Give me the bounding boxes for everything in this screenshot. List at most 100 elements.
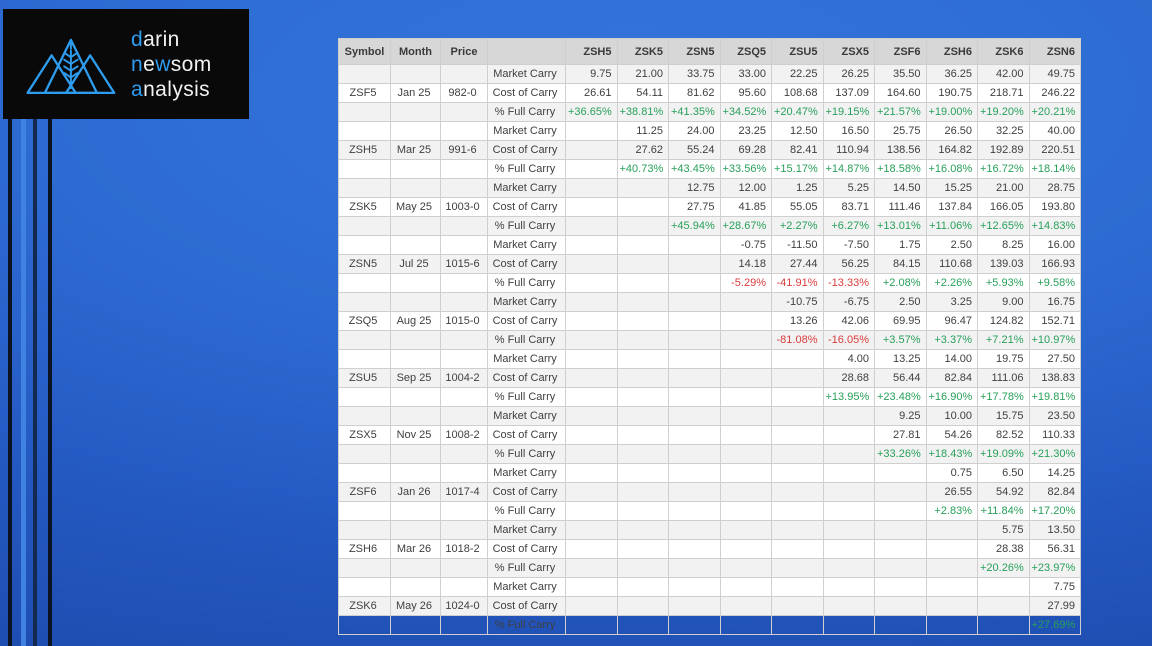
row-type-label: Cost of Carry xyxy=(487,539,566,559)
row-type-label: Market Carry xyxy=(487,577,566,597)
value-cell: 82.52 xyxy=(977,425,1030,445)
value-cell: 1.25 xyxy=(771,178,824,198)
row-type-label: Cost of Carry xyxy=(487,83,566,103)
price-cell xyxy=(440,349,488,369)
row-type-label: % Full Carry xyxy=(487,501,566,521)
value-cell: 16.00 xyxy=(1028,235,1081,255)
value-cell xyxy=(977,596,1030,616)
month-cell: May 25 xyxy=(390,197,441,217)
symbol-cell xyxy=(338,463,391,483)
symbol-cell xyxy=(338,577,391,597)
value-cell: +18.58% xyxy=(874,159,927,179)
value-cell: +23.97% xyxy=(1028,558,1081,578)
row-type-label: % Full Carry xyxy=(487,159,566,179)
value-cell: +16.90% xyxy=(925,387,978,407)
value-cell: 12.00 xyxy=(719,178,772,198)
value-cell xyxy=(874,596,927,616)
value-cell: 32.25 xyxy=(977,121,1030,141)
decorative-line-2 xyxy=(21,112,26,646)
value-cell: 26.55 xyxy=(925,482,978,502)
value-cell xyxy=(565,330,618,350)
month-cell xyxy=(390,292,441,312)
row-type-label: Cost of Carry xyxy=(487,368,566,388)
value-cell: 81.62 xyxy=(668,83,721,103)
value-cell: +41.35% xyxy=(668,102,721,122)
price-cell xyxy=(440,558,488,578)
value-cell: +28.67% xyxy=(719,216,772,236)
value-cell: 110.94 xyxy=(822,140,875,160)
table-row: Market Carry 0.75 6.50 14.25 xyxy=(338,463,1081,483)
value-cell: -0.75 xyxy=(719,235,772,255)
row-type-label: Cost of Carry xyxy=(487,140,566,160)
symbol-cell xyxy=(338,292,391,312)
value-cell xyxy=(925,596,978,616)
row-type-label: % Full Carry xyxy=(487,387,566,407)
month-cell: Mar 26 xyxy=(390,539,441,559)
month-cell xyxy=(390,501,441,521)
value-cell: +33.26% xyxy=(874,444,927,464)
table-row: Market Carry 4.00 13.25 14.00 19.75 27.50 xyxy=(338,349,1081,369)
value-cell: 0.75 xyxy=(925,463,978,483)
value-cell: 139.03 xyxy=(977,254,1030,274)
row-type-label: Market Carry xyxy=(487,406,566,426)
symbol-cell: ZSH6 xyxy=(338,539,391,559)
value-cell: 36.25 xyxy=(925,64,978,84)
column-header-zsn6: ZSN6 xyxy=(1028,38,1081,65)
value-cell xyxy=(565,159,618,179)
value-cell xyxy=(874,520,927,540)
value-cell: -41.91% xyxy=(771,273,824,293)
value-cell: +45.94% xyxy=(668,216,721,236)
price-cell xyxy=(440,64,488,84)
value-cell xyxy=(822,577,875,597)
value-cell: 26.50 xyxy=(925,121,978,141)
symbol-cell xyxy=(338,330,391,350)
column-header-zsh5: ZSH5 xyxy=(565,38,618,65)
table-row: % Full Carry -81.08% -16.05% +3.57% +3.37% +7… xyxy=(338,330,1081,350)
value-cell: 192.89 xyxy=(977,140,1030,160)
value-cell: +13.01% xyxy=(874,216,927,236)
table-row: ZSN5 Jul 25 1015-6 Cost of Carry 14.18 27.44 5… xyxy=(338,254,1081,274)
value-cell: 9.25 xyxy=(874,406,927,426)
price-cell: 991-6 xyxy=(440,140,488,160)
table-row: ZSK6 May 26 1024-0 Cost of Carry 27.99 xyxy=(338,596,1081,616)
value-cell xyxy=(719,558,772,578)
table-row: Market Carry 7.75 xyxy=(338,577,1081,597)
value-cell: 21.00 xyxy=(977,178,1030,198)
table-row: ZSF6 Jan 26 1017-4 Cost of Carry 26.55 54.92 8… xyxy=(338,482,1081,502)
value-cell xyxy=(565,311,618,331)
decorative-line-4 xyxy=(48,112,52,646)
value-cell xyxy=(616,596,669,616)
value-cell: 55.05 xyxy=(771,197,824,217)
value-cell: -11.50 xyxy=(771,235,824,255)
value-cell xyxy=(668,520,721,540)
value-cell: 111.46 xyxy=(874,197,927,217)
value-cell xyxy=(565,463,618,483)
value-cell xyxy=(822,596,875,616)
month-cell xyxy=(390,406,441,426)
logo: darin newsom analysis xyxy=(3,9,249,119)
value-cell xyxy=(822,482,875,502)
value-cell xyxy=(719,311,772,331)
value-cell xyxy=(771,444,824,464)
value-cell xyxy=(616,425,669,445)
value-cell xyxy=(668,330,721,350)
price-cell xyxy=(440,501,488,521)
value-cell xyxy=(822,615,875,635)
value-cell: 19.75 xyxy=(977,349,1030,369)
table-row: Market Carry 9.75 21.00 33.75 33.00 22.25 26.2… xyxy=(338,64,1081,84)
price-cell xyxy=(440,444,488,464)
value-cell xyxy=(771,349,824,369)
value-cell xyxy=(565,482,618,502)
price-cell xyxy=(440,577,488,597)
value-cell: 16.50 xyxy=(822,121,875,141)
row-type-label: Cost of Carry xyxy=(487,254,566,274)
symbol-cell: ZSU5 xyxy=(338,368,391,388)
value-cell xyxy=(616,197,669,217)
value-cell xyxy=(719,577,772,597)
month-cell xyxy=(390,121,441,141)
futures-carry-table: Symbol Month Price ZSH5 ZSK5 ZSN5 ZSQ5 ZSU5 ZSX5… xyxy=(338,38,1081,635)
value-cell xyxy=(616,539,669,559)
value-cell xyxy=(822,539,875,559)
value-cell xyxy=(822,463,875,483)
value-cell: +3.37% xyxy=(925,330,978,350)
